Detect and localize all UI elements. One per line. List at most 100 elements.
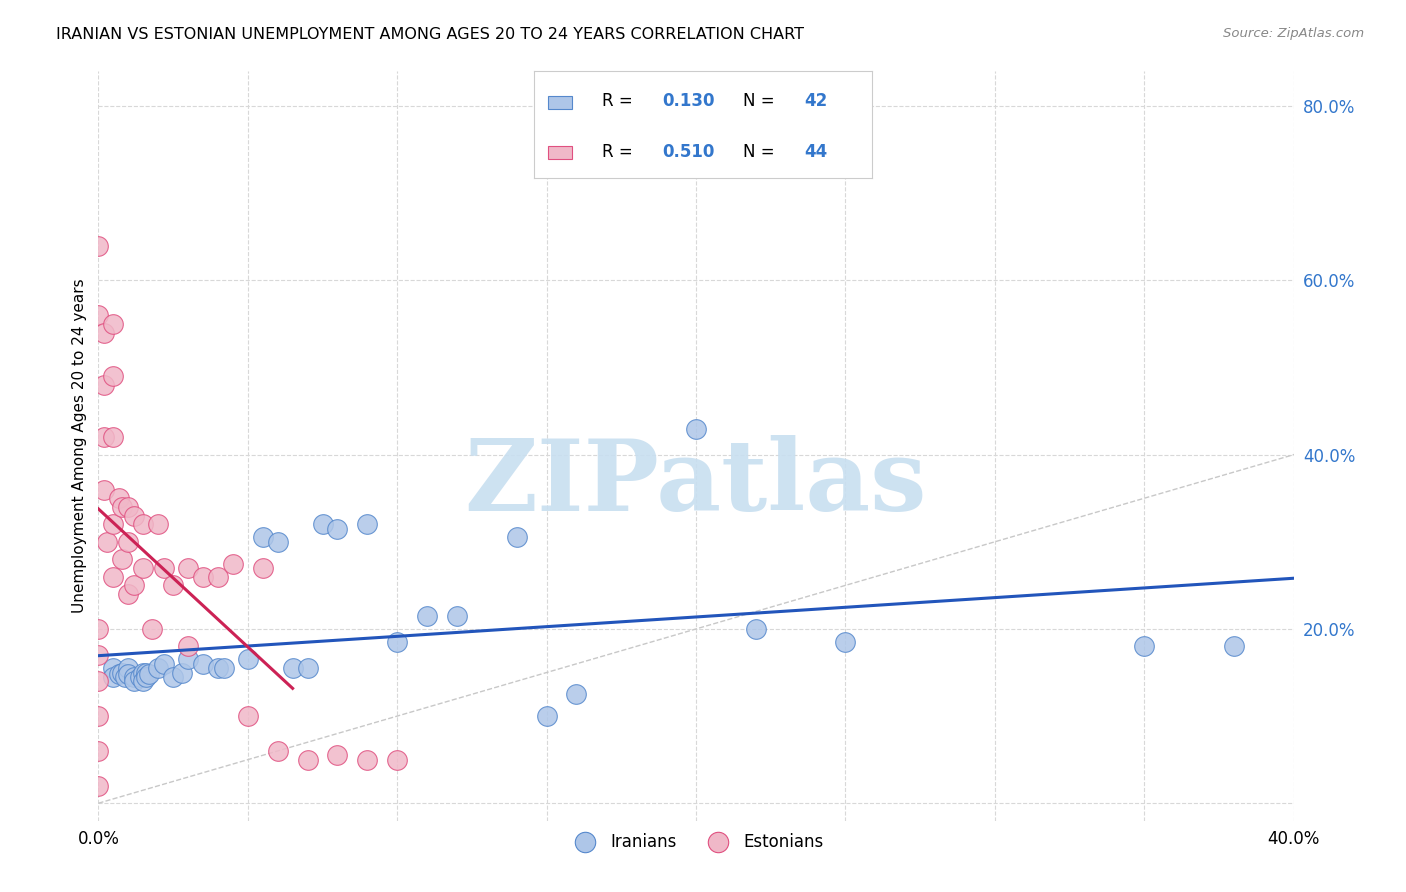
Point [111, 552, 134, 566]
Point [87, 308, 110, 322]
Point [93, 430, 115, 444]
Point [141, 622, 163, 636]
Point [103, 570, 125, 584]
Point [132, 561, 155, 575]
Point [162, 578, 184, 592]
Legend: Iranians, Estonians: Iranians, Estonians [562, 826, 830, 857]
Point [129, 670, 152, 684]
Point [297, 661, 319, 675]
Point [114, 670, 136, 684]
Text: R =: R = [602, 143, 638, 161]
Point [236, 652, 259, 666]
Point [103, 430, 125, 444]
Point [385, 753, 409, 767]
Point [191, 570, 214, 584]
Point [108, 667, 131, 681]
Text: N =: N = [744, 93, 780, 111]
Point [103, 517, 125, 532]
Point [124, 508, 146, 523]
Point [124, 674, 146, 689]
Point [1133, 640, 1156, 654]
Point [506, 531, 529, 545]
Point [117, 667, 139, 681]
Text: R =: R = [602, 93, 638, 111]
Point [103, 661, 125, 675]
Point [87, 648, 110, 662]
Y-axis label: Unemployment Among Ages 20 to 24 years: Unemployment Among Ages 20 to 24 years [72, 278, 87, 614]
Point [93, 326, 115, 340]
Point [111, 665, 134, 680]
Point [191, 657, 214, 671]
Point [132, 517, 155, 532]
Point [103, 317, 125, 331]
Point [87, 744, 110, 758]
Point [267, 534, 290, 549]
Point [117, 661, 139, 675]
Point [297, 753, 319, 767]
Point [87, 779, 110, 793]
Point [132, 665, 155, 680]
Point [93, 378, 115, 392]
Text: ZIPatlas: ZIPatlas [465, 435, 927, 532]
Point [103, 670, 125, 684]
Text: N =: N = [744, 143, 780, 161]
Point [153, 657, 176, 671]
Point [132, 674, 155, 689]
Point [108, 491, 131, 506]
Point [212, 661, 235, 675]
Point [172, 665, 194, 680]
Point [252, 561, 274, 575]
Point [685, 421, 707, 435]
Point [326, 522, 349, 536]
Point [1223, 640, 1246, 654]
Point [356, 753, 378, 767]
Point [267, 744, 290, 758]
Point [207, 570, 229, 584]
Point [117, 500, 139, 514]
Point [207, 661, 229, 675]
Point [87, 709, 110, 723]
Point [222, 557, 245, 571]
Point [93, 483, 115, 497]
Point [111, 500, 134, 514]
Text: 0.130: 0.130 [662, 93, 716, 111]
Point [311, 517, 333, 532]
Point [87, 622, 110, 636]
Text: 42: 42 [804, 93, 828, 111]
Point [385, 635, 409, 649]
Point [536, 709, 558, 723]
Point [416, 608, 439, 623]
FancyBboxPatch shape [548, 96, 572, 109]
Point [281, 661, 304, 675]
Point [117, 534, 139, 549]
Point [745, 622, 768, 636]
Point [177, 652, 200, 666]
Point [148, 661, 170, 675]
Point [153, 561, 176, 575]
Point [177, 640, 200, 654]
Text: 44: 44 [804, 143, 828, 161]
Text: 0.510: 0.510 [662, 143, 714, 161]
Point [326, 748, 349, 763]
Point [117, 587, 139, 601]
Point [177, 561, 200, 575]
Point [103, 369, 125, 384]
Point [87, 674, 110, 689]
Text: IRANIAN VS ESTONIAN UNEMPLOYMENT AMONG AGES 20 TO 24 YEARS CORRELATION CHART: IRANIAN VS ESTONIAN UNEMPLOYMENT AMONG A… [56, 27, 804, 42]
Point [446, 608, 468, 623]
Text: Source: ZipAtlas.com: Source: ZipAtlas.com [1223, 27, 1364, 40]
Point [124, 670, 146, 684]
Point [96, 534, 118, 549]
Point [135, 670, 157, 684]
Point [236, 709, 259, 723]
Point [834, 635, 856, 649]
Point [565, 687, 588, 701]
Point [135, 665, 157, 680]
Point [356, 517, 378, 532]
Point [148, 517, 170, 532]
Point [252, 531, 274, 545]
Point [138, 667, 160, 681]
Point [162, 670, 184, 684]
Point [87, 238, 110, 252]
FancyBboxPatch shape [548, 146, 572, 159]
